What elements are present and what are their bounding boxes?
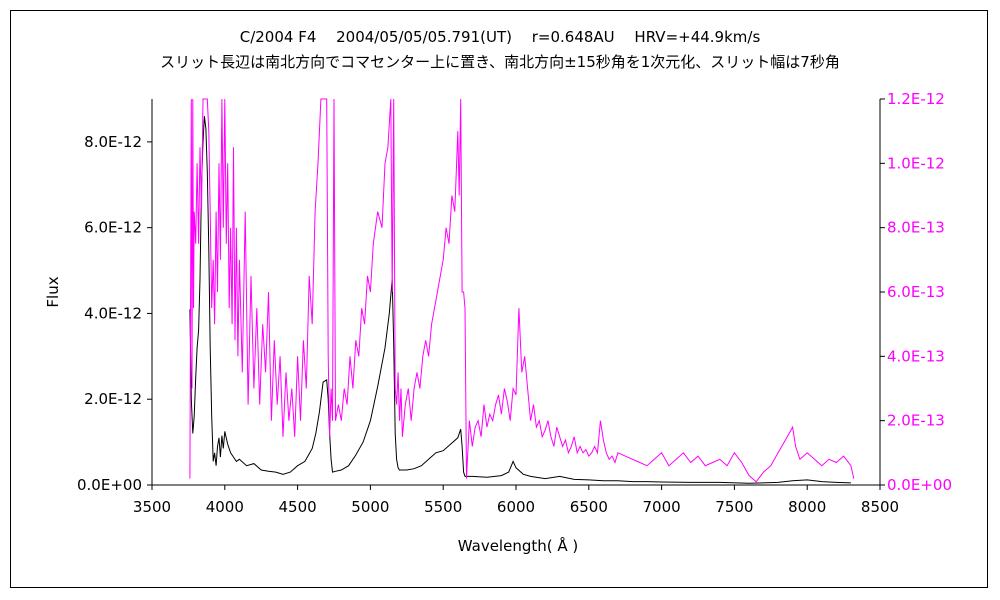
y-tick-label: 0.0E+00 [77, 476, 142, 494]
series-line-black [189, 116, 851, 484]
x-tick-label: 5000 [351, 498, 389, 516]
series-line-magenta [189, 98, 855, 483]
y-axis-label: Flux [44, 276, 62, 307]
y2-tick-label: 1.2E-12 [887, 90, 945, 108]
y2-tick-label: 1.0E-12 [887, 154, 945, 172]
x-tick-label: 7000 [643, 498, 681, 516]
y-axis-right: 0.0E+00 2.0E-13 4.0E-13 6.0E-13 8.0E-13 1.0E-… [880, 90, 952, 494]
x-axis-label: Wavelength( Å ) [458, 536, 578, 555]
y2-tick-label: 0.0E+00 [887, 476, 952, 494]
plot-area [151, 98, 881, 486]
x-tick-label: 6500 [570, 498, 608, 516]
y2-tick-label: 4.0E-13 [887, 347, 945, 365]
chart-title: C/2004 F4 2004/05/05/05.791(UT) r=0.648A… [239, 28, 761, 46]
x-tick-label: 8500 [861, 498, 899, 516]
x-tick-label: 8000 [788, 498, 826, 516]
x-tick-label: 7500 [715, 498, 753, 516]
x-tick-label: 6000 [497, 498, 535, 516]
x-axis: 3500 4000 4500 5000 5500 6000 6500 7000 7500 8000… [133, 485, 899, 516]
x-tick-label: 4500 [279, 498, 317, 516]
x-tick-label: 4000 [206, 498, 244, 516]
chart-subtitle: スリット長辺は南北方向でコマセンター上に置き、南北方向±15秒角を1次元化、スリ… [160, 53, 840, 71]
y-tick-label: 6.0E-12 [84, 219, 142, 237]
y2-tick-label: 6.0E-13 [887, 283, 945, 301]
x-tick-label: 5500 [424, 498, 462, 516]
x-tick-label: 3500 [133, 498, 171, 516]
y-axis-left: 0.0E+00 2.0E-12 4.0E-12 6.0E-12 8.0E-12 [77, 133, 152, 494]
y2-tick-label: 2.0E-13 [887, 412, 945, 430]
y2-tick-label: 8.0E-13 [887, 219, 945, 237]
y-tick-label: 4.0E-12 [84, 304, 142, 322]
chart-frame [10, 10, 988, 588]
y-tick-label: 2.0E-12 [84, 390, 142, 408]
y-tick-label: 8.0E-12 [84, 133, 142, 151]
